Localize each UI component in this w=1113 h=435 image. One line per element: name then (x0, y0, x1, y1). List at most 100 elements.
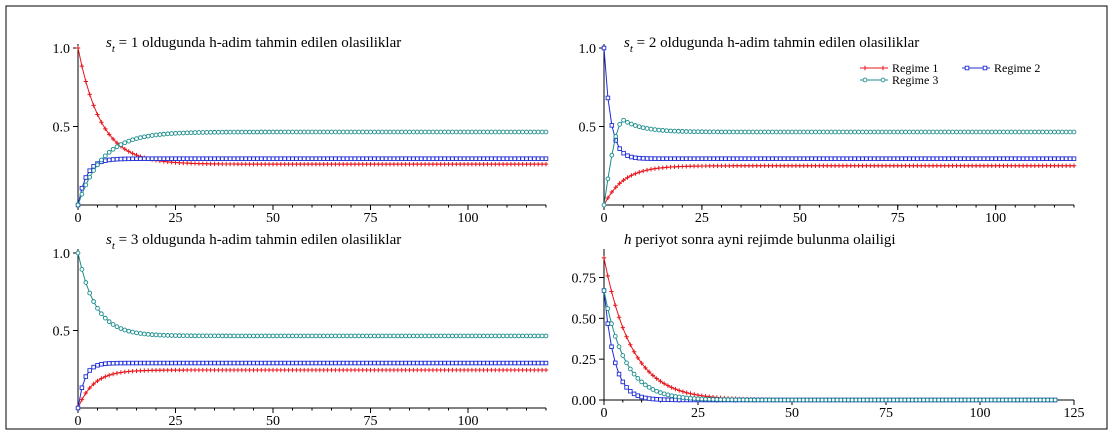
data-point (942, 163, 947, 168)
data-point (616, 314, 622, 320)
data-point (235, 161, 241, 167)
data-point (434, 333, 440, 339)
data-point (650, 373, 656, 378)
data-point (266, 360, 272, 366)
data-point (196, 156, 202, 161)
data-point (372, 161, 377, 167)
data-point (508, 333, 514, 339)
data-point (969, 156, 975, 161)
data-point (422, 333, 428, 339)
data-point (516, 360, 521, 366)
data-point (805, 129, 811, 135)
data-point (465, 333, 471, 339)
data-point (605, 306, 611, 311)
data-point (921, 397, 926, 403)
data-point (138, 156, 143, 161)
data-point (504, 333, 510, 339)
data-point (91, 103, 96, 108)
data-point (676, 156, 681, 161)
data-point (380, 367, 385, 373)
data-point (344, 367, 350, 373)
data-point (383, 360, 389, 366)
data-point (989, 163, 994, 168)
data-point (360, 161, 365, 167)
data-point (864, 129, 869, 135)
data-point (680, 389, 686, 394)
data-point (317, 161, 322, 167)
data-point (126, 360, 131, 366)
data-point (1011, 397, 1017, 403)
data-point (348, 156, 354, 161)
data-point (403, 129, 408, 135)
data-point (962, 156, 967, 161)
data-point (258, 129, 264, 135)
data-point (813, 156, 818, 161)
data-point (180, 333, 186, 339)
data-point (305, 161, 311, 167)
data-point (294, 333, 299, 339)
data-point (192, 156, 198, 161)
data-point (635, 355, 641, 361)
data-point (628, 388, 633, 394)
data-point (629, 121, 634, 127)
data-point (461, 333, 467, 339)
data-point (321, 129, 327, 135)
data-point (500, 129, 506, 135)
data-point (364, 360, 369, 366)
data-point (907, 129, 912, 135)
data-point (958, 163, 963, 168)
data-point (321, 360, 326, 366)
data-point (695, 396, 701, 402)
data-point (473, 333, 479, 339)
data-point (454, 360, 459, 366)
data-point (746, 129, 752, 135)
data-point (809, 163, 814, 168)
data-point (130, 151, 135, 156)
data-point (239, 333, 245, 339)
data-point (762, 129, 767, 135)
data-point (528, 360, 533, 366)
data-point (469, 367, 475, 373)
data-point (415, 156, 420, 161)
data-point (613, 360, 618, 366)
data-point (278, 129, 284, 135)
data-point (699, 396, 705, 402)
data-point (376, 161, 381, 167)
data-point (426, 367, 432, 373)
data-point (961, 129, 967, 135)
data-point (688, 391, 693, 396)
data-point (789, 156, 795, 161)
legend-entry-1: Regime 1 (860, 61, 938, 75)
data-point (461, 367, 467, 373)
data-point (725, 397, 731, 403)
data-point (962, 397, 968, 403)
data-point (251, 367, 256, 373)
data-point (216, 333, 221, 339)
data-point (403, 333, 408, 339)
data-point (996, 397, 1002, 403)
data-point (372, 156, 377, 161)
data-point (227, 360, 233, 366)
data-point (512, 161, 517, 167)
data-point (219, 333, 225, 339)
title-variable: h (624, 232, 632, 248)
data-point (981, 397, 987, 403)
title-variable: s (106, 232, 112, 248)
data-point (356, 156, 362, 161)
title-variable: s (106, 35, 112, 51)
data-point (114, 360, 120, 366)
data-point (1052, 397, 1058, 403)
data-point (857, 397, 863, 403)
data-point (613, 303, 618, 308)
data-point (442, 367, 447, 373)
data-point (508, 161, 514, 167)
data-point (1020, 156, 1026, 161)
data-point (426, 161, 432, 167)
data-point (442, 360, 447, 366)
data-point (231, 333, 237, 339)
data-point (83, 175, 89, 180)
data-point (654, 397, 659, 402)
data-point (669, 397, 674, 403)
title-text: = 3 oldugunda h-adim tahmin edilen olasi… (115, 232, 401, 248)
data-point (516, 367, 521, 373)
